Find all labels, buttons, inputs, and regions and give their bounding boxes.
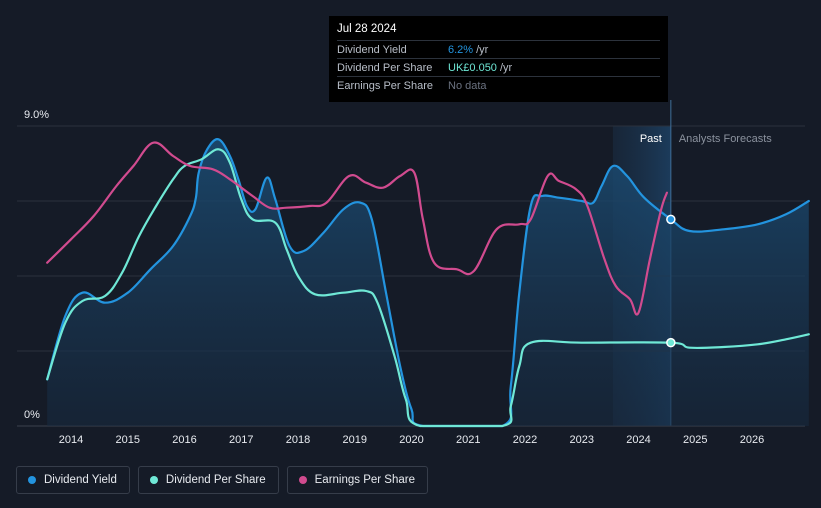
earnings-per-share-line — [46, 141, 668, 316]
dividend-yield-marker — [666, 214, 676, 225]
x-tick-label: 2019 — [343, 434, 367, 446]
text-layer: 9.0% 0% 2014 2015 2016 2017 2018 2019 2020 2021 20… — [24, 109, 772, 446]
tooltip-value: 6.2% — [448, 43, 474, 56]
tooltip-value: UK£0.050 — [448, 61, 497, 74]
tooltip-value: No data — [448, 79, 487, 92]
legend: Dividend Yield Dividend Per Share Earnin… — [16, 466, 428, 494]
x-tick-label: 2016 — [172, 434, 196, 446]
forecast-label: Analysts Forecasts — [679, 133, 772, 145]
markers-layer — [666, 214, 676, 348]
x-tick-label: 2025 — [683, 434, 707, 446]
dividend-yield-line — [46, 138, 810, 428]
tooltip-label: Dividend Yield — [337, 43, 407, 56]
x-tick-label: 2021 — [456, 434, 480, 446]
y-axis-label-top: 9.0% — [24, 109, 49, 121]
x-tick-label: 2018 — [286, 434, 310, 446]
lines-layer — [46, 138, 810, 428]
tooltip-row-dividend-yield: Dividend Yield 6.2% /yr — [337, 41, 660, 59]
x-tick-label: 2024 — [626, 434, 650, 446]
legend-dot-icon — [149, 476, 158, 484]
tooltip: Jul 28 2024 Dividend Yield 6.2% /yr Divi… — [329, 16, 668, 102]
dividend-per-share-marker — [666, 337, 676, 348]
x-tick-label: 2014 — [59, 434, 83, 446]
legend-label: Dividend Per Share — [165, 474, 266, 486]
x-tick-label: 2022 — [513, 434, 537, 446]
x-tick-label: 2017 — [229, 434, 253, 446]
legend-dot-icon — [28, 476, 36, 484]
area-layer — [47, 139, 809, 426]
y-axis-label-bottom: 0% — [24, 409, 40, 421]
dividend-per-share-line — [46, 148, 810, 428]
tooltip-row-dividend-per-share: Dividend Per Share UK£0.050 /yr — [337, 59, 660, 77]
tooltip-unit: /yr — [476, 43, 489, 56]
tooltip-unit: /yr — [499, 61, 513, 74]
x-tick-label: 2015 — [116, 434, 140, 446]
tooltip-row-earnings-per-share: Earnings Per Share No data — [337, 77, 660, 94]
legend-item-dividend-per-share[interactable]: Dividend Per Share — [137, 466, 279, 494]
past-label: Past — [640, 133, 662, 145]
tooltip-date: Jul 28 2024 — [337, 23, 660, 41]
tooltip-label: Earnings Per Share — [337, 79, 433, 92]
legend-label: Dividend Yield — [44, 474, 117, 486]
tooltip-label: Dividend Per Share — [337, 61, 433, 74]
x-tick-label: 2023 — [570, 434, 594, 446]
legend-item-dividend-yield[interactable]: Dividend Yield — [16, 466, 130, 494]
legend-item-earnings-per-share[interactable]: Earnings Per Share — [286, 466, 428, 494]
x-tick-label: 2026 — [740, 434, 764, 446]
x-tick-label: 2020 — [399, 434, 423, 446]
legend-dot-icon — [298, 476, 307, 484]
legend-label: Earnings Per Share — [314, 474, 415, 486]
dividend-yield-area — [47, 139, 809, 426]
